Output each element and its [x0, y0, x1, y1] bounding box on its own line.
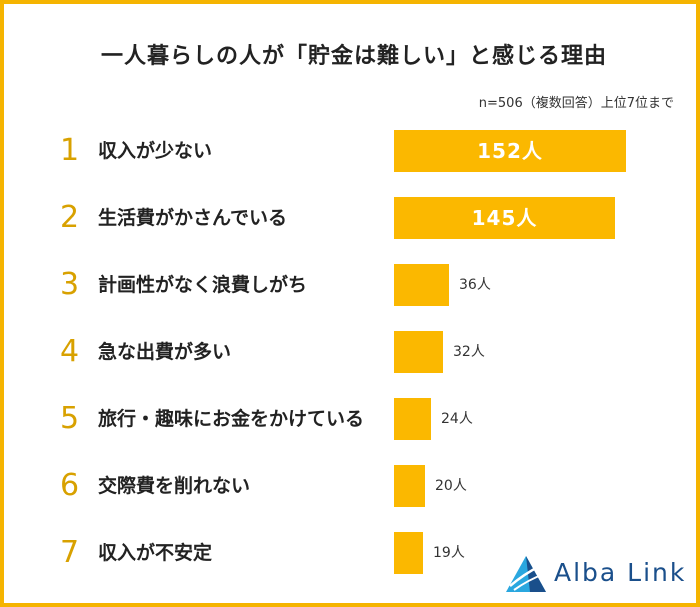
bar-row: 6 交際費を削れない 20人: [4, 465, 700, 507]
value-label: 145人: [471, 206, 538, 230]
bar: [394, 331, 443, 373]
value-label: 152人: [477, 139, 543, 163]
bar-row: 3 計画性がなく浪費しがち 36人: [4, 264, 700, 306]
chart-title: 一人暮らしの人が「貯金は難しい」と感じる理由: [100, 44, 607, 69]
alba-link-logo-icon: [506, 556, 546, 592]
bar-row: 7 収入が不安定 19人: [4, 532, 700, 574]
bar: [394, 465, 425, 507]
rank-number: 1: [60, 133, 80, 168]
rank-number: 4: [60, 334, 80, 369]
rank-number: 3: [60, 267, 80, 302]
bar-row: 2 生活費がかさんでいる 145人: [4, 197, 700, 239]
brand-logo: Alba Link: [504, 552, 694, 596]
category-label: 旅行・趣味にお金をかけている: [98, 408, 365, 430]
category-label: 生活費がかさんでいる: [98, 207, 288, 229]
value-label: 20人: [435, 478, 467, 494]
rank-number: 2: [60, 200, 80, 235]
category-label: 交際費を削れない: [98, 475, 251, 497]
bar: [394, 130, 626, 172]
rank-number: 6: [60, 468, 80, 503]
category-label: 収入が少ない: [98, 140, 213, 162]
value-label: 32人: [453, 344, 485, 360]
category-label: 計画性がなく浪費しがち: [98, 274, 308, 296]
value-label: 19人: [433, 545, 465, 561]
rank-number: 5: [60, 401, 80, 436]
brand-name: Alba Link: [554, 558, 687, 587]
sample-note: n=506（複数回答）上位7位まで: [478, 96, 674, 111]
category-label: 急な出費が多い: [98, 341, 232, 363]
bar: [394, 264, 449, 306]
bar-row: 1 収入が少ない 152人: [4, 130, 700, 172]
category-label: 収入が不安定: [98, 542, 213, 564]
bar-row: 5 旅行・趣味にお金をかけている 24人: [4, 398, 700, 440]
bar: [394, 197, 615, 239]
rank-number: 7: [60, 535, 80, 570]
value-label: 24人: [441, 411, 473, 427]
bar-row: 4 急な出費が多い 32人: [4, 331, 700, 373]
bar: [394, 398, 431, 440]
bar: [394, 532, 423, 574]
value-label: 36人: [459, 277, 491, 293]
